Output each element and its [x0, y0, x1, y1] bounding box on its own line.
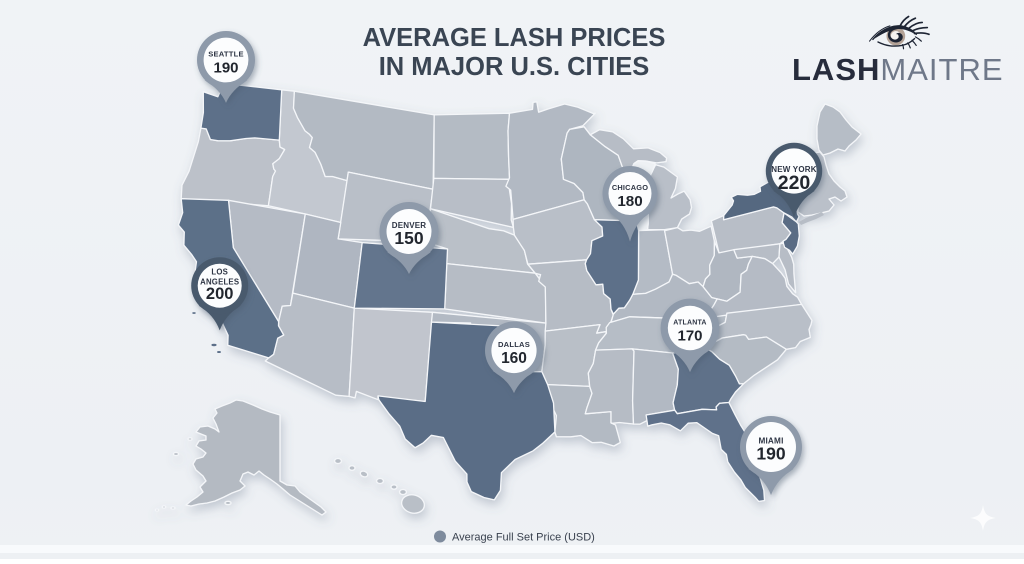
svg-text:CHICAGO: CHICAGO	[612, 183, 648, 192]
svg-text:DENVER: DENVER	[392, 221, 427, 230]
svg-text:Average Full Set Price (USD): Average Full Set Price (USD)	[452, 532, 595, 544]
svg-text:190: 190	[756, 444, 785, 464]
svg-text:190: 190	[213, 60, 238, 77]
svg-text:IN MAJOR U.S. CITIES: IN MAJOR U.S. CITIES	[379, 53, 650, 81]
svg-text:220: 220	[778, 172, 811, 194]
svg-text:NEW YORK: NEW YORK	[771, 165, 816, 174]
svg-text:200: 200	[206, 285, 234, 303]
svg-text:LOS: LOS	[211, 268, 228, 277]
svg-text:DALLAS: DALLAS	[498, 340, 530, 349]
svg-text:LASHMAITRE: LASHMAITRE	[792, 52, 1004, 87]
svg-text:ATLANTA: ATLANTA	[673, 320, 706, 327]
svg-text:ANGELES: ANGELES	[200, 278, 239, 287]
svg-text:170: 170	[677, 328, 702, 345]
svg-text:150: 150	[394, 228, 423, 248]
svg-text:SEATTLE: SEATTLE	[208, 50, 243, 59]
svg-text:MIAMI: MIAMI	[758, 437, 783, 446]
svg-text:180: 180	[617, 193, 642, 210]
svg-text:160: 160	[501, 350, 527, 367]
svg-text:AVERAGE LASH PRICES: AVERAGE LASH PRICES	[363, 24, 666, 52]
